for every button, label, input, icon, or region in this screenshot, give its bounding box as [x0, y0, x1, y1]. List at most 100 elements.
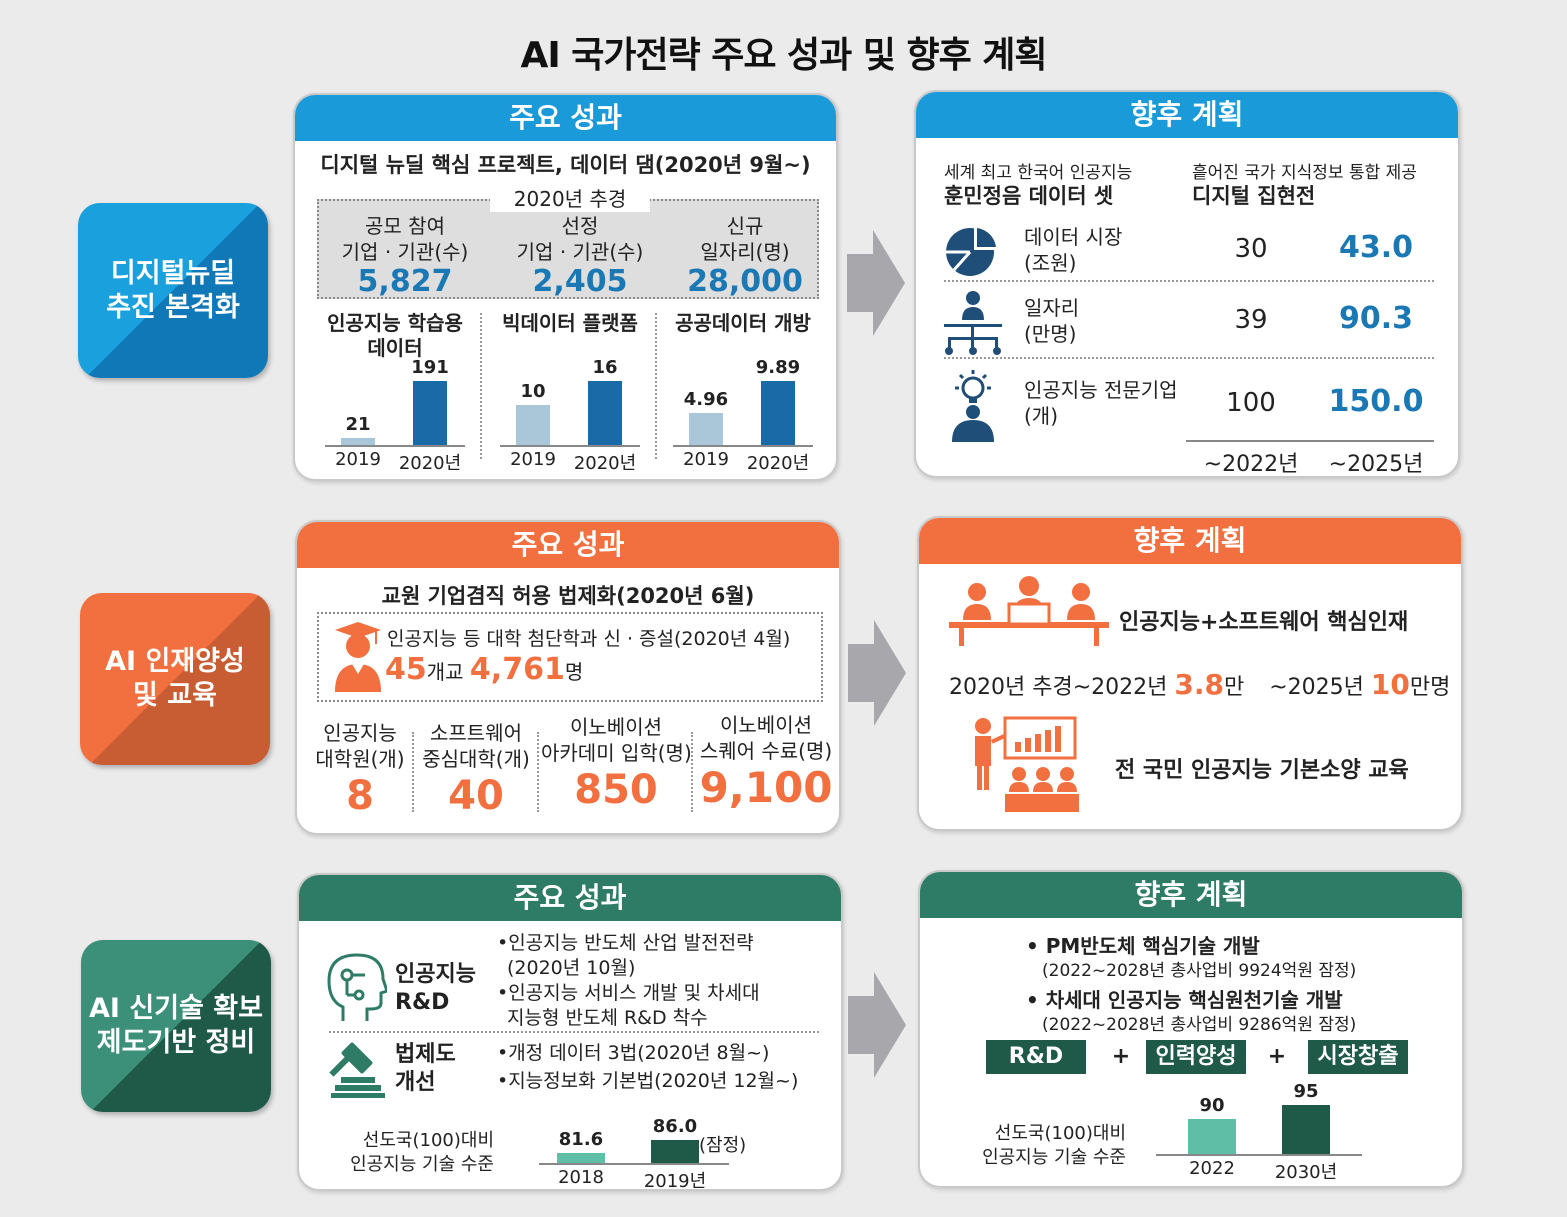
plan-item-main: 훈민정음 데이터 셋 — [944, 184, 1114, 208]
chart-title: 빅데이터 플랫폼 — [500, 311, 640, 336]
list-item: •개정 데이터 3법(2020년 8월~) — [497, 1042, 770, 1064]
stat-label: 중심대학(개) — [422, 747, 530, 771]
label-line: (만명) — [1024, 322, 1077, 346]
plan-row-label: 일자리 (만명) — [1024, 295, 1079, 347]
list-item: •인공지능 반도체 산업 발전전략 — [497, 932, 754, 954]
tick-label: 2019 — [510, 449, 556, 470]
stat-sw-univ: 소프트웨어 중심대학(개) 40 — [415, 720, 537, 820]
category-ai-tech: AI 신기술 확보 제도기반 정비 — [81, 940, 271, 1112]
school-count: 45 — [385, 652, 427, 687]
univ-counts: 45개교 4,761명 — [385, 652, 583, 687]
chart-label: 선도국(100)대비 인공지능 기술 수준 — [339, 1129, 494, 1177]
category-line-1: AI 인재양성 — [105, 646, 245, 678]
panel-header: 주요 성과 — [297, 522, 839, 568]
lightbulb-person-icon — [942, 368, 1004, 446]
plus-sign: + — [1111, 1044, 1131, 1069]
tick-label: 2022 — [1189, 1158, 1235, 1179]
achievements-panel-2: 주요 성과 교원 기업겸직 허용 법제화(2020년 6월) 인공지능 등 대학… — [295, 520, 841, 835]
stat-label: 선정 — [561, 214, 599, 238]
label-line: 법제도 — [395, 1042, 456, 1067]
chart-axis — [500, 445, 640, 447]
panel-header: 주요 성과 — [295, 95, 836, 141]
law-label: 법제도 개선 — [395, 1041, 456, 1097]
panel-header: 향후 계획 — [920, 872, 1462, 918]
category-line-1: 디지털뉴딜 — [110, 257, 236, 289]
chart-axis — [673, 445, 813, 447]
tick-label: 2019 — [683, 449, 729, 470]
page-title: AI 국가전략 주요 성과 및 향후 계획 — [520, 35, 1047, 76]
chart-title-line: 빅데이터 플랫폼 — [502, 311, 638, 335]
stat-value: 28,000 — [687, 264, 803, 299]
value-2022: 30 — [1234, 234, 1268, 264]
value-2025: 43.0 — [1338, 230, 1414, 265]
tick-label: 2020년 — [573, 453, 637, 474]
list-item: (2020년 10월) — [507, 957, 636, 979]
unit: 개교 — [426, 660, 464, 684]
column-label-2022: ~2022년 — [1203, 452, 1299, 477]
list-item: 지능형 반도체 R&D 착수 — [507, 1007, 708, 1029]
law-items: •개정 데이터 3법(2020년 8월~) •지능정보화 기본법(2020년 1… — [497, 1039, 798, 1095]
chart-title-line: 인공지능 학습용 — [327, 311, 463, 335]
plan-bullet: • 차세대 인공지능 핵심원천기술 개발 — [1026, 988, 1343, 1012]
label-line: 인공지능 전문기업 — [1024, 378, 1178, 402]
arrow-icon — [847, 230, 905, 340]
plan-row-label: 데이터 시장 (조원) — [1024, 224, 1122, 276]
row-divider — [944, 357, 1434, 359]
chart-bar — [689, 413, 723, 445]
tick-label: 2020년 — [398, 453, 462, 474]
plan-bullet-sub: (2022~2028년 총사업비 9286억원 잠정) — [1042, 1015, 1357, 1035]
category-line-2: 추진 본격화 — [106, 291, 240, 323]
rd-label: 인공지능 R&D — [395, 961, 476, 1017]
value-2025: 90.3 — [1338, 301, 1414, 336]
label-line: 일자리 — [1024, 296, 1080, 320]
column-label-2025: ~2025년 — [1328, 452, 1424, 477]
graduate-icon — [335, 622, 381, 696]
achievements-panel-1: 주요 성과 디지털 뉴딜 핵심 프로젝트, 데이터 댐(2020년 9월~) 2… — [293, 93, 838, 481]
plan-line-3: 전 국민 인공지능 기본소양 교육 — [1115, 758, 1409, 783]
plan-line-1: 인공지능+소프트웨어 핵심인재 — [1119, 610, 1409, 635]
label-line: 선도국(100)대비 — [994, 1123, 1126, 1144]
stat-label: 일자리(명) — [700, 240, 790, 264]
tag-rd: R&D — [986, 1040, 1086, 1074]
univ-text: 인공지능 등 대학 첨단학과 신 · 증설(2020년 4월) — [387, 628, 791, 650]
plus-sign: + — [1267, 1044, 1287, 1069]
plan-panel-1: 향후 계획 세계 최고 한국어 인공지능 훈민정음 데이터 셋 흩어진 국가 지… — [914, 90, 1460, 478]
label-line: 선도국(100)대비 — [362, 1130, 494, 1151]
rd-items: •인공지능 반도체 산업 발전전략 (2020년 10월) •인공지능 서비스 … — [497, 931, 760, 1031]
data-label: 95 — [1293, 1081, 1319, 1102]
stat-value: 2,405 — [532, 264, 628, 299]
label-line: 데이터 시장 — [1024, 225, 1123, 249]
tag-market: 시장창출 — [1308, 1040, 1408, 1074]
category-digital-new-deal: 디지털뉴딜 추진 본격화 — [78, 203, 268, 378]
plan-bullet: • PM반도체 핵심기술 개발 — [1026, 934, 1260, 958]
chart-title-line: 공공데이터 개방 — [675, 311, 811, 335]
divider — [655, 313, 657, 459]
chart-label: 선도국(100)대비 인공지능 기술 수준 — [960, 1122, 1126, 1170]
data-label: 81.6 — [558, 1129, 604, 1150]
stat-label: 기업 · 기관(수) — [516, 240, 644, 264]
chart-title: 공공데이터 개방 — [673, 311, 813, 336]
chart-bar — [413, 381, 447, 445]
plan-item-sub: 세계 최고 한국어 인공지능 — [944, 163, 1133, 183]
label-line: (개) — [1024, 404, 1059, 428]
data-label: 4.96 — [683, 389, 729, 410]
data-label: 86.0 — [652, 1116, 698, 1137]
stat-label: 스퀘어 수료(명) — [699, 739, 833, 763]
chart-axis — [539, 1163, 729, 1165]
divider — [412, 732, 414, 812]
stat-label: 이노베이션 — [570, 715, 662, 739]
value-2022: 100 — [1226, 388, 1276, 418]
list-item: •지능정보화 기본법(2020년 12월~) — [497, 1070, 799, 1092]
data-label: 9.89 — [755, 357, 801, 378]
axis-line — [1186, 440, 1434, 442]
value-2025: 150.0 — [1328, 384, 1424, 419]
presentation-icon — [969, 714, 1079, 818]
section-divider — [329, 1031, 819, 1033]
chart-bar — [651, 1140, 699, 1163]
category-ai-talent: AI 인재양성 및 교육 — [80, 593, 270, 765]
plan-item-sub: 흩어진 국가 지식정보 통합 제공 — [1192, 163, 1417, 183]
stat-square: 이노베이션 스퀘어 수료(명) 9,100 — [693, 712, 839, 812]
period-text: 2020년 추경~2022년 — [949, 675, 1168, 700]
divider — [480, 313, 482, 459]
tick-label: 2019년 — [643, 1171, 707, 1191]
